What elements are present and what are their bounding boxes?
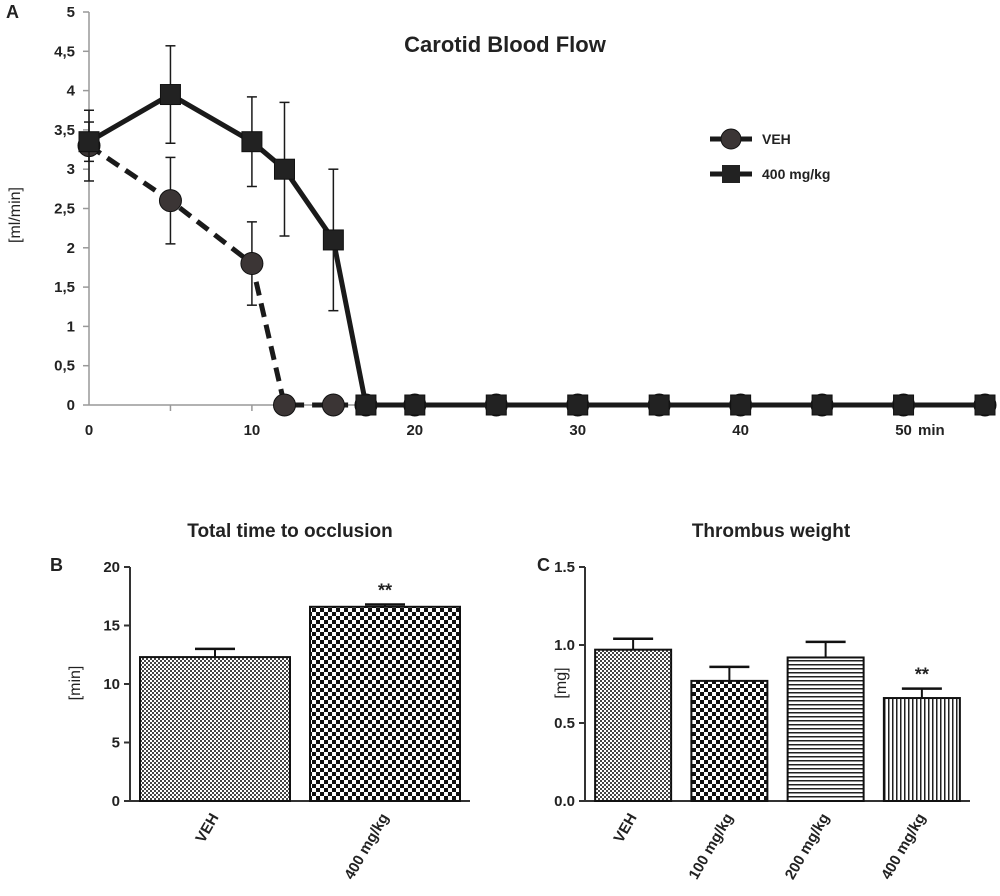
panel-c-ylabel: [mg] [553,667,570,698]
panel-b-y-tick-label: 5 [112,735,120,752]
data-point-circle [272,393,296,417]
legend-marker-400 [722,165,740,183]
panel-c-bar [786,656,865,802]
panel-b-y-tick-label: 0 [112,793,120,810]
data-point-square [974,394,996,416]
panel-a-x-tick-label: 10 [244,422,261,439]
panel-b-y-tick-label: 10 [103,676,120,693]
panel-a-x-tick-label: 40 [732,422,749,439]
panel-a-y-tick-label: 0,5 [54,358,75,375]
panel-a-y-tick-label: 2 [67,240,75,257]
data-point-square [159,84,181,106]
panel-a-y-tick-label: 4,5 [54,43,75,60]
legend-label-400: 400 mg/kg [762,166,830,182]
panel-a-y-tick-label: 2,5 [54,201,75,218]
data-point-square [404,394,426,416]
panel-b-bar [309,605,461,803]
panel-a-title: Carotid Blood Flow [404,32,607,57]
panel-b-significance-label: ** [378,580,392,600]
panel-a-y-tick-label: 4 [67,83,76,100]
panel-c-category-label: 200 mg/kg [782,811,833,883]
data-point-square [485,394,507,416]
panel-c-letter: C [537,555,550,575]
legend-marker-veh [720,128,742,150]
panel-a-x-unit: min [918,422,945,439]
panel-c-bar [882,697,961,802]
panel-a-ylabel: [ml/min] [7,187,24,243]
panel-a-x-tick-label: 50 [895,422,912,439]
panel-c-category-label: VEH [610,811,640,846]
panel-b-ylabel: [min] [67,666,84,701]
data-point-square [355,394,377,416]
panel-a-y-tick-label: 3,5 [54,122,75,139]
panel-c-plot: 0.0 0.5 1.0 1.5 VEH 100 mg/kg 200 mg/kg ** 400 m… [554,559,970,883]
panel-b-bar [139,656,291,803]
legend-label-veh: VEH [762,131,791,147]
data-point-square [273,158,295,180]
data-point-square [648,394,670,416]
data-point-circle [240,252,264,276]
panel-c-bar [690,679,769,803]
data-point-square [78,131,100,153]
data-point-square [811,394,833,416]
panel-b-y-tick-label: 20 [103,559,120,576]
panel-c-y-tick-label: 1.5 [554,559,575,576]
series-1-group [78,45,996,416]
series-0-group [77,109,997,417]
panel-a-x-tick-label: 0 [85,422,93,439]
data-point-circle [321,393,345,417]
data-point-square [322,229,344,251]
panel-c-category-label: 100 mg/kg [685,811,736,883]
panel-c-significance-label: ** [915,665,929,685]
panel-a-legend: VEH 400 mg/kg [710,128,830,183]
panel-b-plot: 0 5 10 15 20 VEH ** 400 mg/kg [103,559,470,883]
data-point-circle [158,189,182,213]
panel-a-y-tick-label: 5 [67,4,75,21]
panel-c-y-tick-label: 0.0 [554,793,575,810]
panel-b-y-tick-label: 15 [103,618,120,635]
data-point-square [567,394,589,416]
panel-a-y-tick-label: 0 [67,397,75,414]
panel-a-letter: A [6,2,19,22]
panel-a-x-tick-label: 30 [569,422,586,439]
panel-c-title: Thrombus weight [692,521,851,542]
panel-c-y-tick-label: 1.0 [554,637,575,654]
panel-a-y-tick-label: 3 [67,161,75,178]
panel-a-y-tick-label: 1,5 [54,279,75,296]
series-line [87,143,985,408]
panel-b-title: Total time to occlusion [187,521,393,542]
panel-a-y-tick-label: 1 [67,318,75,335]
panel-c-category-label: 400 mg/kg [878,811,929,883]
data-point-square [730,394,752,416]
panel-b-category-label: VEH [192,811,222,846]
panel-b-category-label: 400 mg/kg [341,811,392,883]
panel-b-letter: B [50,555,63,575]
data-point-square [241,131,263,153]
panel-c-y-tick-label: 0.5 [554,715,575,732]
data-point-square [893,394,915,416]
panel-a-x-tick-label: 20 [406,422,423,439]
series-line [87,92,985,408]
panel-c-bar [594,648,673,802]
